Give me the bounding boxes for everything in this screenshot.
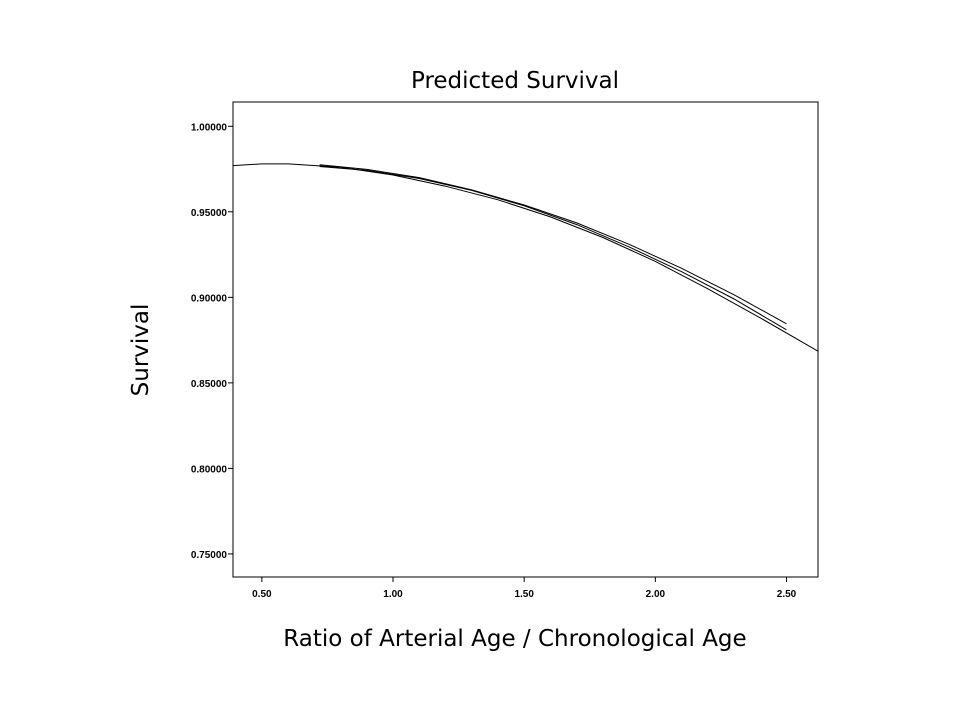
y-tick-label: 0.80000 xyxy=(191,464,228,475)
series-line-2 xyxy=(319,166,787,331)
chart-title: Predicted Survival xyxy=(411,68,619,94)
y-tick-label: 0.95000 xyxy=(191,208,228,219)
x-tick-label: 2.50 xyxy=(777,589,797,600)
series-line-3 xyxy=(319,164,787,325)
x-tick-label: 1.00 xyxy=(383,589,403,600)
plot-frame xyxy=(232,101,819,578)
series-lines xyxy=(232,163,819,352)
x-tick-label: 0.50 xyxy=(252,589,272,600)
y-tick-label: 0.75000 xyxy=(191,550,228,561)
x-tick-label: 2.00 xyxy=(646,589,666,600)
y-axis-title: Survival xyxy=(128,304,154,397)
x-axis-title: Ratio of Arterial Age / Chronological Ag… xyxy=(283,626,746,652)
series-line-1 xyxy=(232,163,819,352)
x-tick-label: 1.50 xyxy=(514,589,534,600)
y-tick-label: 0.90000 xyxy=(191,293,228,304)
y-tick-label: 1.00000 xyxy=(191,122,228,133)
y-axis: 0.75000 0.80000 0.85000 0.90000 0.95000 1.000… xyxy=(191,122,233,561)
x-axis: 0.50 1.00 1.50 2.00 2.50 xyxy=(252,577,797,600)
y-tick-label: 0.85000 xyxy=(191,379,228,390)
